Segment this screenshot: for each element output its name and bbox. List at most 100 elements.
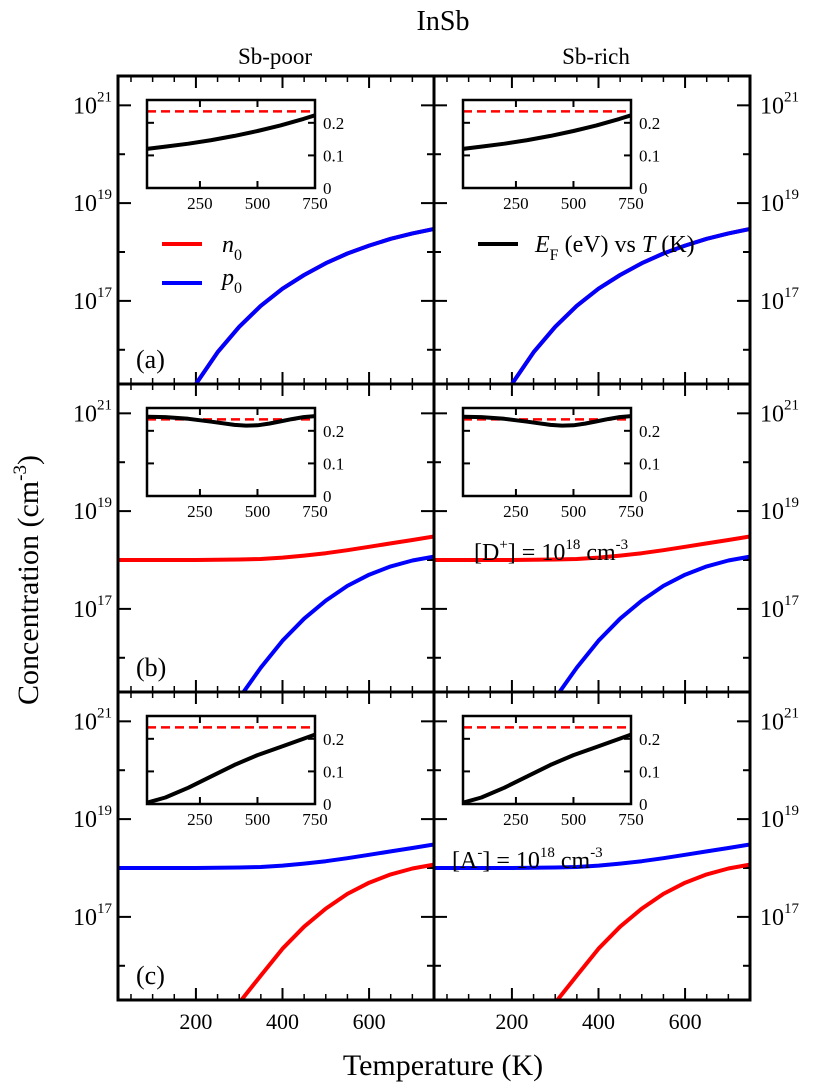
y-tick-exponent: 19 xyxy=(97,187,112,203)
y-tick-exponent: 17 xyxy=(784,901,800,917)
y-tick-label: 1017 xyxy=(73,593,113,623)
panel-label-text: (b) xyxy=(136,653,166,682)
y-tick-label: 1019 xyxy=(73,495,112,525)
fermi-level-line xyxy=(146,113,316,151)
x-tick-label: 200 xyxy=(179,1009,212,1034)
annotation-acceptor: [A-] = 1018 cm-3 xyxy=(452,845,603,874)
y-tick-base: 10 xyxy=(760,905,784,931)
y-tick-base: 10 xyxy=(73,401,97,427)
inset-y-tick-label-text: 0.2 xyxy=(639,730,660,749)
y-tick-label: 1017 xyxy=(73,285,113,315)
y-tick-exponent: 19 xyxy=(97,803,112,819)
legend-label-n0: n0 xyxy=(222,232,242,264)
series-line-n0 xyxy=(118,534,434,562)
inset-y-tick-label-text: 0.1 xyxy=(323,762,344,781)
annotation-charge: + xyxy=(499,537,507,553)
inset-frame xyxy=(145,714,317,806)
inset-y-tick-label: 0 xyxy=(323,179,332,198)
y-tick-base: 10 xyxy=(73,93,97,119)
y-tick-label: 1019 xyxy=(760,495,799,525)
y-axis-label-tail: ) xyxy=(12,455,45,465)
inset-x-tick-label: 750 xyxy=(618,502,644,521)
column-title-sb-poor: Sb-poor xyxy=(238,44,312,69)
inset-x-tick-label-text: 500 xyxy=(561,810,587,829)
inset-y-tick-label-text: 0.1 xyxy=(639,454,660,473)
fermi-level-line xyxy=(462,414,632,428)
y-tick-label: 1019 xyxy=(73,187,112,217)
y-tick-base: 10 xyxy=(73,289,97,315)
y-tick-label: 1019 xyxy=(760,803,799,833)
inset-y-tick-label-text: 0.1 xyxy=(639,762,660,781)
inset-y-tick-label-text: 0.2 xyxy=(323,114,344,133)
fermi-level-line xyxy=(146,732,316,805)
inset-y-tick-label-text: 0 xyxy=(639,179,648,198)
inset-x-tick-label: 250 xyxy=(503,502,529,521)
inset-y-tick-label-text: 0 xyxy=(639,795,648,814)
inset-x-tick-label: 250 xyxy=(503,194,529,213)
y-tick-base: 10 xyxy=(760,289,784,315)
legend-p0-symbol: p xyxy=(220,265,234,291)
y-tick-exponent: 21 xyxy=(97,705,112,721)
legend-ef-symbol: E xyxy=(534,232,550,258)
subplot-frame xyxy=(432,690,752,1002)
inset-x-tick-label-text: 500 xyxy=(245,502,271,521)
inset-x-tick-label: 250 xyxy=(187,502,213,521)
inset-y-tick-label-text: 0 xyxy=(323,179,332,198)
figure-title: InSb xyxy=(417,6,470,37)
panel-label: (c) xyxy=(136,961,165,990)
inset-x-tick-label-text: 250 xyxy=(503,502,529,521)
y-tick-exponent: 21 xyxy=(784,705,799,721)
inset-x-tick-label: 500 xyxy=(561,194,587,213)
fermi-level-line xyxy=(462,732,632,805)
inset-frame xyxy=(461,406,633,498)
inset-x-tick-label: 500 xyxy=(561,810,587,829)
inset-y-tick-label: 0 xyxy=(639,487,648,506)
inset-y-tick-label-text: 0.2 xyxy=(639,114,660,133)
y-axis-label-exponent: -3 xyxy=(10,465,31,481)
series-line-p0 xyxy=(557,554,750,692)
y-axis-label: Concentration (cm-3) xyxy=(10,455,45,705)
inset-background xyxy=(147,716,315,804)
y-tick-label: 1017 xyxy=(760,285,800,315)
column-title-sb-rich: Sb-rich xyxy=(562,44,630,69)
y-tick-exponent: 17 xyxy=(97,901,113,917)
inset-x-tick-label-text: 750 xyxy=(302,194,328,213)
y-tick-label: 1021 xyxy=(760,705,799,735)
y-tick-base: 10 xyxy=(760,401,784,427)
inset-y-tick-label: 0.2 xyxy=(639,422,660,441)
annotation-exponent: 18 xyxy=(540,845,555,861)
inset-y-tick-label: 0.2 xyxy=(323,114,344,133)
inset-x-tick-label: 750 xyxy=(302,810,328,829)
inset-x-tick-label: 750 xyxy=(302,502,328,521)
y-tick-label: 1019 xyxy=(73,803,112,833)
inset-y-tick-label-text: 0 xyxy=(323,795,332,814)
inset-x-tick-label-text: 250 xyxy=(503,194,529,213)
legend-label-ef: EF (eV) vs T (K) xyxy=(534,232,695,264)
inset-y-tick-label: 0.1 xyxy=(639,762,660,781)
inset-y-tick-label: 0.1 xyxy=(639,146,660,165)
inset-x-tick-label: 500 xyxy=(245,502,271,521)
inset-y-tick-label: 0 xyxy=(323,795,332,814)
y-tick-base: 10 xyxy=(73,905,97,931)
y-tick-label: 1021 xyxy=(73,89,112,119)
legend-ef-middle: (eV) vs xyxy=(559,232,642,258)
x-tick-label-text: 600 xyxy=(669,1009,702,1034)
y-tick-exponent: 19 xyxy=(784,495,799,511)
inset-frame xyxy=(461,98,633,190)
panel-label-text: (c) xyxy=(136,961,165,990)
y-tick-label: 1021 xyxy=(760,397,799,427)
y-tick-base: 10 xyxy=(760,709,784,735)
inset-x-tick-label-text: 250 xyxy=(187,810,213,829)
series-line-n0 xyxy=(434,534,750,562)
